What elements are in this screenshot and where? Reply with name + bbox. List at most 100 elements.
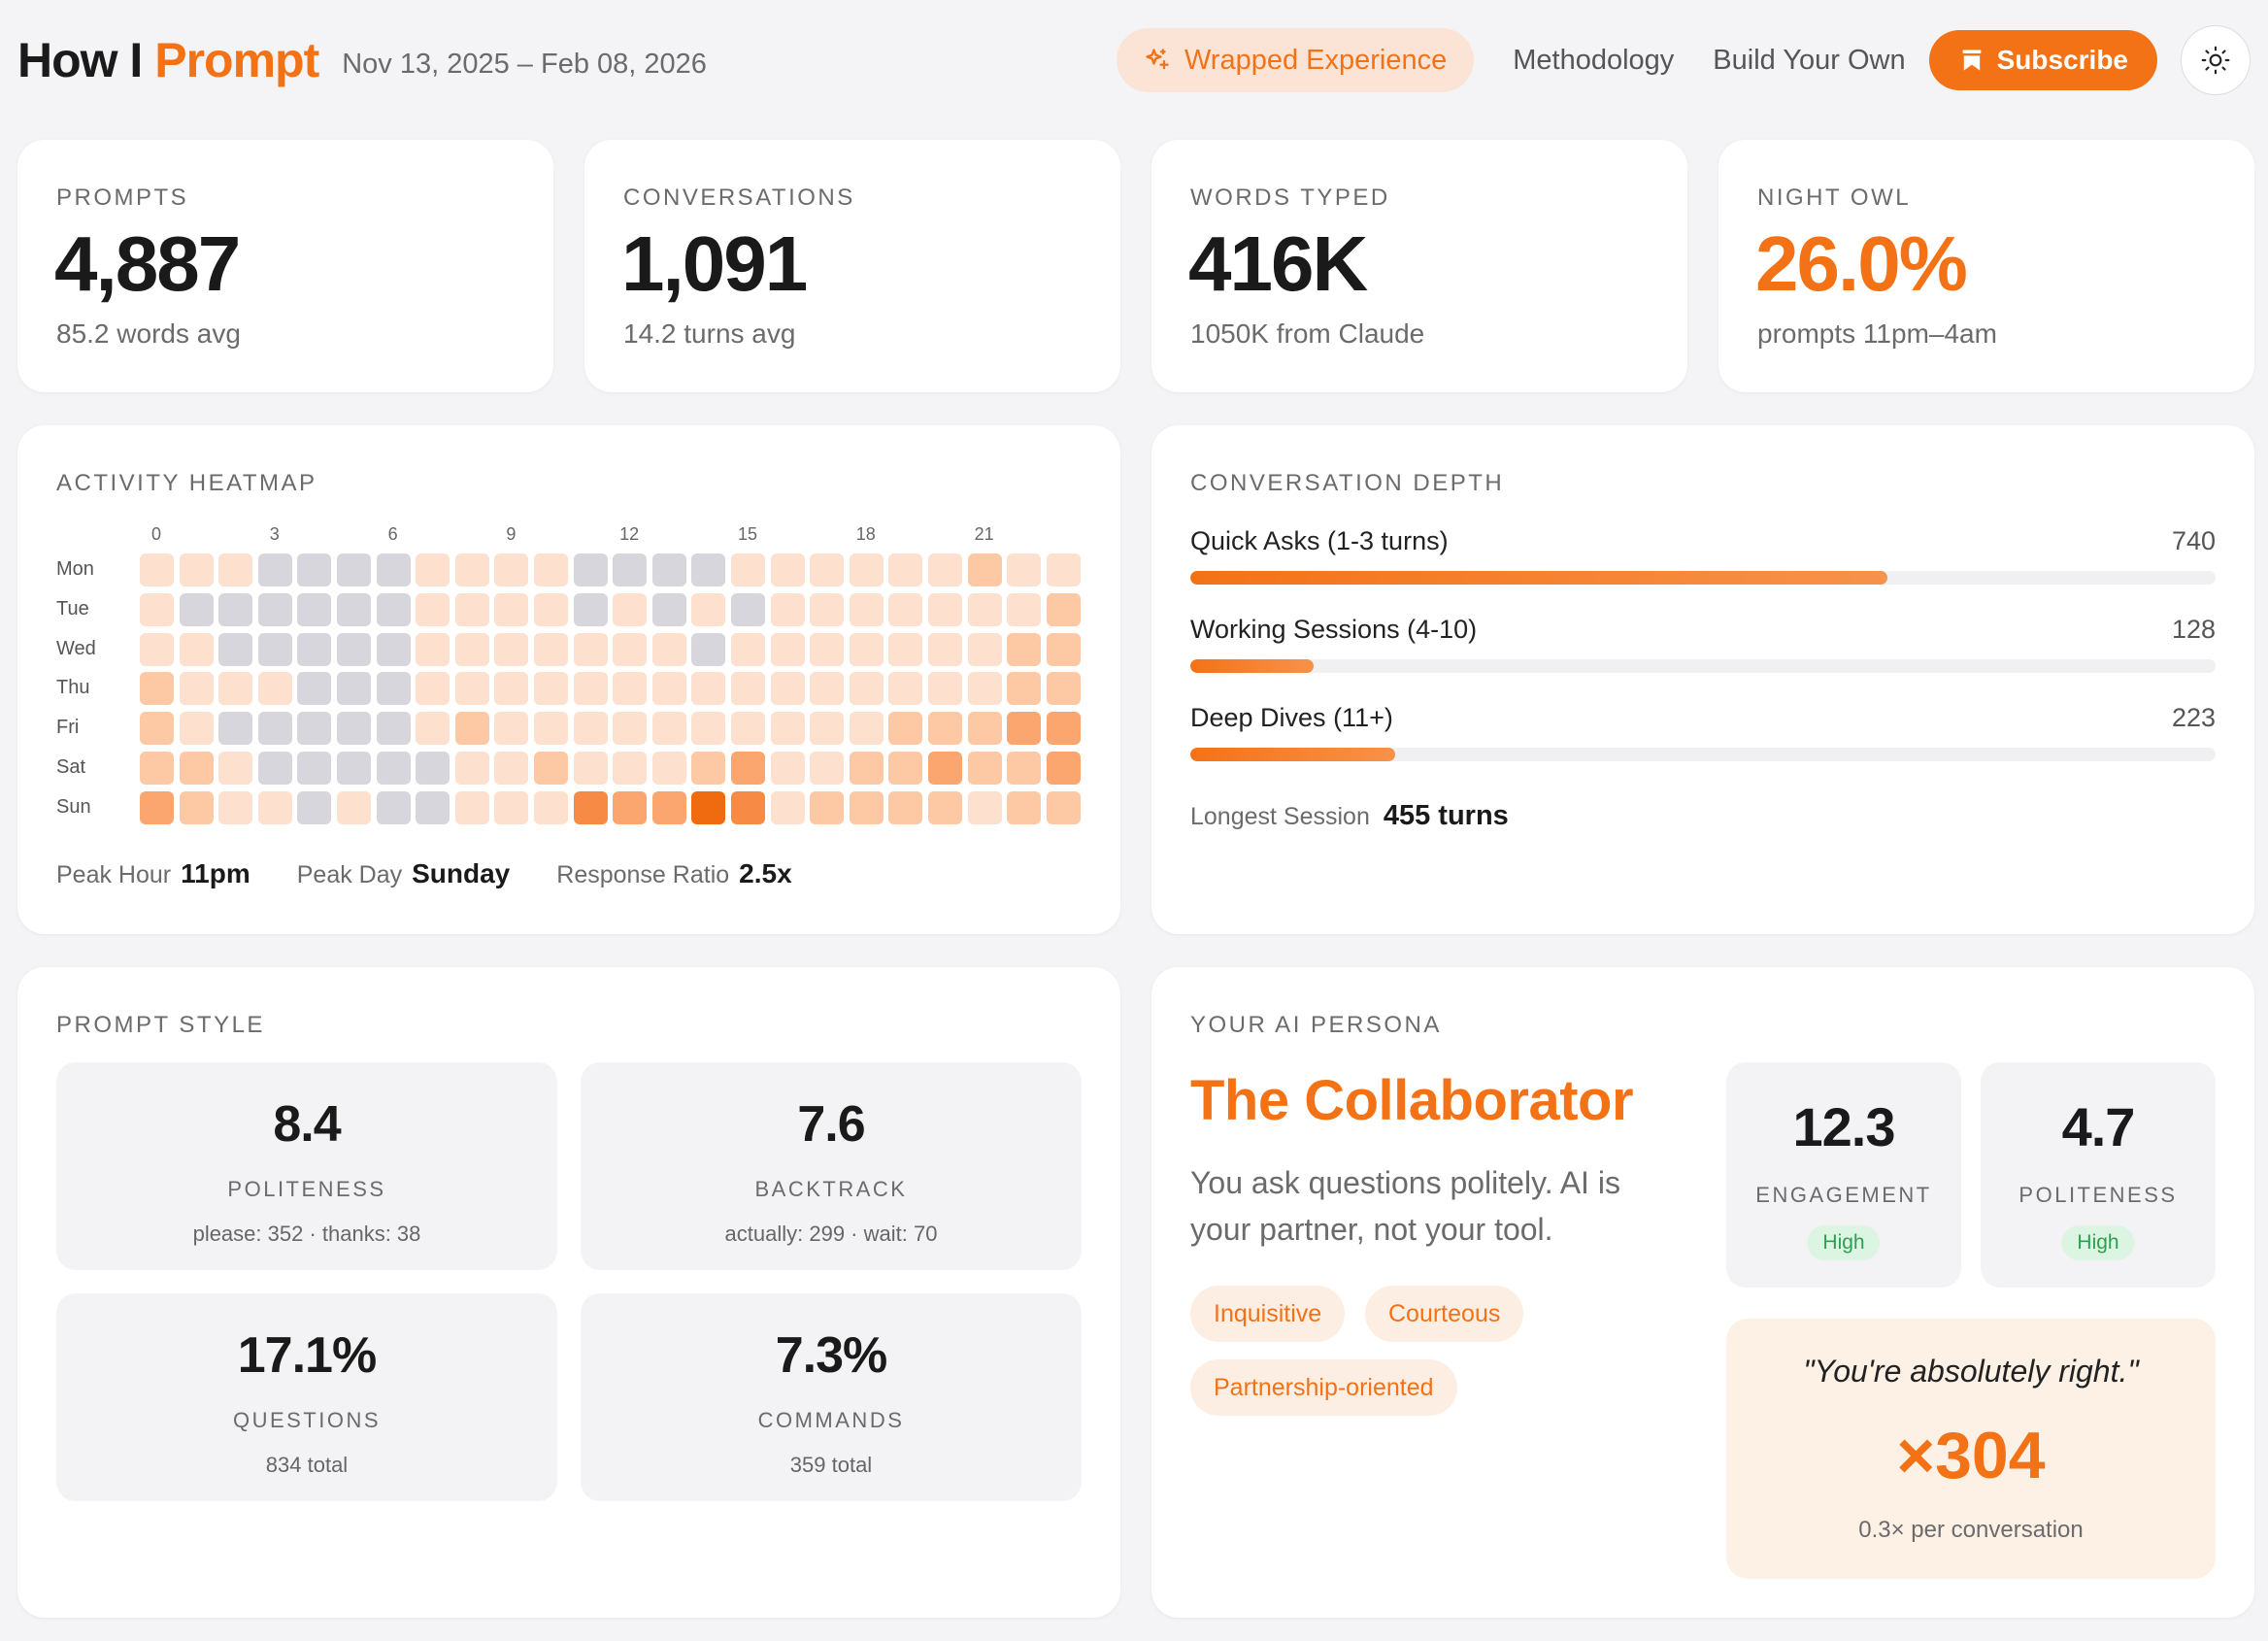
heatmap-cell[interactable] (613, 632, 648, 666)
heatmap-cell[interactable] (613, 712, 648, 746)
heatmap-cell[interactable] (337, 592, 371, 626)
heatmap-cell[interactable] (179, 553, 214, 586)
heatmap-cell[interactable] (1007, 752, 1042, 785)
heatmap-cell[interactable] (967, 632, 1002, 666)
heatmap-cell[interactable] (1007, 672, 1042, 706)
heatmap-cell[interactable] (928, 790, 962, 824)
heatmap-cell[interactable] (179, 790, 214, 824)
heatmap-cell[interactable] (337, 672, 371, 706)
heatmap-cell[interactable] (337, 553, 371, 586)
heatmap-cell[interactable] (494, 672, 529, 706)
heatmap-cell[interactable] (454, 553, 489, 586)
heatmap-cell[interactable] (731, 752, 765, 785)
heatmap-cell[interactable] (416, 752, 450, 785)
heatmap-cell[interactable] (967, 712, 1002, 746)
heatmap-cell[interactable] (651, 790, 686, 824)
heatmap-cell[interactable] (534, 592, 568, 626)
heatmap-cell[interactable] (770, 790, 805, 824)
heatmap-cell[interactable] (257, 553, 292, 586)
heatmap-cell[interactable] (810, 752, 845, 785)
heatmap-cell[interactable] (1007, 790, 1042, 824)
heatmap-cell[interactable] (376, 672, 411, 706)
heatmap-cell[interactable] (534, 752, 568, 785)
heatmap-cell[interactable] (297, 632, 332, 666)
heatmap-cell[interactable] (218, 592, 253, 626)
heatmap-cell[interactable] (376, 712, 411, 746)
heatmap-cell[interactable] (651, 752, 686, 785)
heatmap-cell[interactable] (967, 790, 1002, 824)
heatmap-cell[interactable] (770, 752, 805, 785)
heatmap-cell[interactable] (257, 632, 292, 666)
heatmap-cell[interactable] (573, 752, 608, 785)
heatmap-cell[interactable] (416, 790, 450, 824)
heatmap-cell[interactable] (691, 553, 726, 586)
heatmap-cell[interactable] (849, 752, 884, 785)
heatmap-cell[interactable] (218, 632, 253, 666)
heatmap-cell[interactable] (140, 712, 174, 746)
heatmap-cell[interactable] (337, 790, 371, 824)
heatmap-cell[interactable] (849, 592, 884, 626)
heatmap-cell[interactable] (297, 672, 332, 706)
heatmap-cell[interactable] (888, 712, 923, 746)
heatmap-cell[interactable] (376, 790, 411, 824)
heatmap-cell[interactable] (651, 553, 686, 586)
heatmap-cell[interactable] (494, 553, 529, 586)
heatmap-cell[interactable] (218, 672, 253, 706)
heatmap-cell[interactable] (416, 672, 450, 706)
heatmap-cell[interactable] (218, 752, 253, 785)
heatmap-cell[interactable] (1007, 632, 1042, 666)
heatmap-cell[interactable] (534, 790, 568, 824)
heatmap-cell[interactable] (691, 592, 726, 626)
heatmap-cell[interactable] (179, 672, 214, 706)
heatmap-cell[interactable] (770, 553, 805, 586)
heatmap-cell[interactable] (888, 553, 923, 586)
heatmap-cell[interactable] (888, 790, 923, 824)
heatmap-cell[interactable] (376, 553, 411, 586)
heatmap-cell[interactable] (257, 712, 292, 746)
heatmap-cell[interactable] (967, 553, 1002, 586)
heatmap-cell[interactable] (967, 752, 1002, 785)
heatmap-cell[interactable] (731, 672, 765, 706)
brand-logo[interactable]: How I Prompt (17, 32, 319, 88)
heatmap-cell[interactable] (494, 752, 529, 785)
heatmap-cell[interactable] (849, 553, 884, 586)
heatmap-cell[interactable] (454, 752, 489, 785)
heatmap-cell[interactable] (416, 592, 450, 626)
heatmap-cell[interactable] (731, 712, 765, 746)
heatmap-cell[interactable] (928, 752, 962, 785)
heatmap-cell[interactable] (810, 592, 845, 626)
heatmap-cell[interactable] (888, 672, 923, 706)
heatmap-cell[interactable] (494, 592, 529, 626)
heatmap-cell[interactable] (573, 553, 608, 586)
heatmap-cell[interactable] (1046, 672, 1081, 706)
heatmap-cell[interactable] (1046, 790, 1081, 824)
heatmap-cell[interactable] (1046, 553, 1081, 586)
heatmap-cell[interactable] (179, 712, 214, 746)
heatmap-cell[interactable] (849, 712, 884, 746)
heatmap-cell[interactable] (337, 632, 371, 666)
heatmap-cell[interactable] (573, 632, 608, 666)
heatmap-cell[interactable] (967, 592, 1002, 626)
heatmap-cell[interactable] (376, 752, 411, 785)
heatmap-cell[interactable] (613, 672, 648, 706)
heatmap-cell[interactable] (454, 712, 489, 746)
heatmap-cell[interactable] (1046, 712, 1081, 746)
heatmap-cell[interactable] (651, 672, 686, 706)
heatmap-cell[interactable] (494, 712, 529, 746)
heatmap-cell[interactable] (257, 790, 292, 824)
heatmap-cell[interactable] (257, 752, 292, 785)
heatmap-cell[interactable] (849, 790, 884, 824)
subscribe-button[interactable]: Subscribe (1928, 30, 2157, 90)
heatmap-cell[interactable] (218, 553, 253, 586)
heatmap-cell[interactable] (928, 553, 962, 586)
heatmap-cell[interactable] (691, 790, 726, 824)
heatmap-cell[interactable] (416, 712, 450, 746)
heatmap-cell[interactable] (297, 790, 332, 824)
heatmap-cell[interactable] (218, 790, 253, 824)
heatmap-cell[interactable] (297, 592, 332, 626)
heatmap-cell[interactable] (1046, 592, 1081, 626)
wrapped-experience-button[interactable]: Wrapped Experience (1116, 28, 1475, 92)
heatmap-cell[interactable] (731, 592, 765, 626)
heatmap-cell[interactable] (651, 592, 686, 626)
heatmap-cell[interactable] (257, 672, 292, 706)
